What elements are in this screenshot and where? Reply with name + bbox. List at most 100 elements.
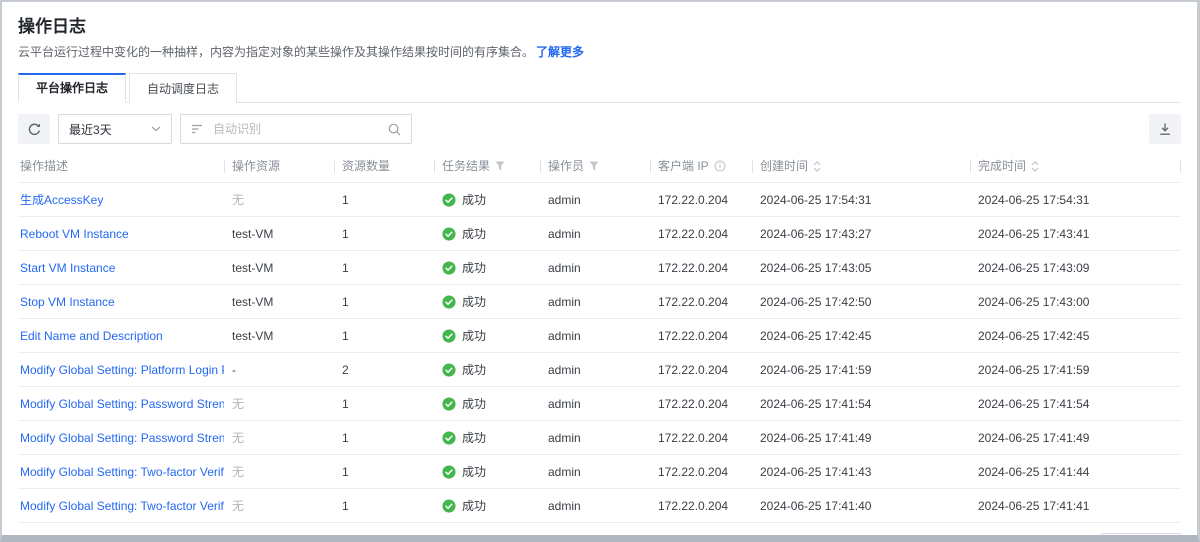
- learn-more-link[interactable]: 了解更多: [536, 45, 585, 59]
- task-result-cell: 成功: [434, 386, 540, 421]
- col-header-created-time: 创建时间: [752, 153, 970, 183]
- filter-funnel-icon[interactable]: [495, 161, 505, 171]
- operation-desc-cell: Modify Global Setting: Two-factor Verifi…: [18, 454, 224, 489]
- table-row: Modify Global Setting: Password Strength…: [18, 386, 1181, 421]
- client-ip-cell: 172.22.0.204: [650, 216, 752, 251]
- page-title: 操作日志: [18, 17, 86, 36]
- client-ip-cell: 172.22.0.204: [650, 454, 752, 489]
- operator-cell: admin: [540, 420, 650, 455]
- operation-log-table: 操作描述 操作资源 资源数量 任务结果 操作员 客户端 IP 创建时间 完成时间: [18, 153, 1181, 522]
- tab-platform-operation-log[interactable]: 平台操作日志: [18, 73, 127, 103]
- resource-count-cell: 1: [334, 488, 434, 522]
- finished-time-cell: 2024-06-25 17:43:09: [970, 250, 1181, 285]
- sort-carets-icon[interactable]: [1031, 160, 1039, 172]
- operation-desc-cell: Modify Global Setting: Platform Login Pa…: [18, 352, 224, 387]
- result-text: 成功: [462, 329, 487, 343]
- operation-log-page: 操作日志 云平台运行过程中变化的一种抽样，内容为指定对象的某些操作及其操作结果按…: [2, 2, 1197, 535]
- col-header-finished-time: 完成时间: [970, 153, 1181, 183]
- success-check-icon: [442, 363, 456, 377]
- result-text: 成功: [462, 397, 487, 411]
- success-check-icon: [442, 397, 456, 411]
- created-time-cell: 2024-06-25 17:42:50: [752, 284, 970, 319]
- operation-resource-cell: test-VM: [224, 284, 334, 319]
- table-footer: 第 1-10 项，共 18 项 ‹ 1 2 › 10 项/页: [18, 522, 1181, 535]
- result-text: 成功: [462, 499, 487, 513]
- operation-desc-link[interactable]: Reboot VM Instance: [20, 227, 129, 241]
- success-check-icon: [442, 295, 456, 309]
- operation-desc-cell: Stop VM Instance: [18, 284, 224, 319]
- col-header-task-result: 任务结果: [434, 153, 540, 183]
- info-circle-icon[interactable]: [714, 160, 726, 172]
- operation-desc-cell: Modify Global Setting: Two-factor Verifi…: [18, 488, 224, 522]
- client-ip-cell: 172.22.0.204: [650, 352, 752, 387]
- success-check-icon: [442, 227, 456, 241]
- client-ip-cell: 172.22.0.204: [650, 182, 752, 217]
- time-range-value: 最近3天: [69, 122, 112, 137]
- col-header-resource-count: 资源数量: [334, 153, 434, 183]
- operator-cell: admin: [540, 488, 650, 522]
- page-subtitle: 云平台运行过程中变化的一种抽样，内容为指定对象的某些操作及其操作结果按时间的有序…: [18, 44, 1181, 60]
- success-check-icon: [442, 193, 456, 207]
- table-row: Modify Global Setting: Two-factor Verifi…: [18, 454, 1181, 489]
- table-row: Modify Global Setting: Platform Login Pa…: [18, 352, 1181, 387]
- operation-desc-link[interactable]: Modify Global Setting: Platform Login Pa…: [20, 363, 224, 377]
- table-row: Reboot VM Instance test-VM 1 成功 admin 17…: [18, 216, 1181, 251]
- task-result-cell: 成功: [434, 318, 540, 353]
- operation-resource-cell: 无: [224, 386, 334, 421]
- refresh-icon: [27, 122, 42, 137]
- refresh-button[interactable]: [18, 114, 50, 144]
- finished-time-cell: 2024-06-25 17:43:41: [970, 216, 1181, 251]
- resource-count-cell: 1: [334, 216, 434, 251]
- created-time-cell: 2024-06-25 17:42:45: [752, 318, 970, 353]
- download-icon: [1158, 122, 1172, 136]
- resource-count-cell: 1: [334, 454, 434, 489]
- result-text: 成功: [462, 465, 487, 479]
- success-check-icon: [442, 329, 456, 343]
- pagination: ‹ 1 2 › 10 项/页: [1030, 533, 1181, 535]
- operation-desc-link[interactable]: 生成AccessKey: [20, 193, 104, 207]
- operation-resource-cell: test-VM: [224, 216, 334, 251]
- operation-desc-link[interactable]: Modify Global Setting: Two-factor Verifi…: [20, 465, 224, 479]
- col-header-operation-resource: 操作资源: [224, 153, 334, 183]
- operation-desc-link[interactable]: Modify Global Setting: Password Strength…: [20, 397, 224, 411]
- created-time-cell: 2024-06-25 17:41:54: [752, 386, 970, 421]
- operation-resource-cell: 无: [224, 454, 334, 489]
- tab-auto-schedule-log[interactable]: 自动调度日志: [129, 73, 238, 103]
- sort-carets-icon[interactable]: [813, 160, 821, 172]
- operation-desc-link[interactable]: Start VM Instance: [20, 261, 116, 275]
- operator-cell: admin: [540, 386, 650, 421]
- col-header-operator: 操作员: [540, 153, 650, 183]
- operation-desc-link[interactable]: Stop VM Instance: [20, 295, 115, 309]
- operation-desc-link[interactable]: Edit Name and Description: [20, 329, 163, 343]
- operation-desc-link[interactable]: Modify Global Setting: Password Strength…: [20, 431, 224, 445]
- page-size-select[interactable]: 10 项/页: [1100, 533, 1181, 535]
- operation-desc-link[interactable]: Modify Global Setting: Two-factor Verifi…: [20, 499, 224, 513]
- time-range-select[interactable]: 最近3天: [58, 114, 172, 144]
- search-icon[interactable]: [388, 123, 401, 136]
- task-result-cell: 成功: [434, 284, 540, 319]
- result-text: 成功: [462, 193, 487, 207]
- created-time-cell: 2024-06-25 17:41:59: [752, 352, 970, 387]
- success-check-icon: [442, 261, 456, 275]
- created-time-cell: 2024-06-25 17:43:27: [752, 216, 970, 251]
- search-box[interactable]: [180, 114, 412, 144]
- chevron-down-icon: [151, 126, 161, 132]
- download-button[interactable]: [1149, 114, 1181, 144]
- finished-time-cell: 2024-06-25 17:42:45: [970, 318, 1181, 353]
- search-input[interactable]: [211, 121, 380, 137]
- table-row: Stop VM Instance test-VM 1 成功 admin 172.…: [18, 284, 1181, 319]
- filter-funnel-icon[interactable]: [589, 161, 599, 171]
- created-time-cell: 2024-06-25 17:41:49: [752, 420, 970, 455]
- created-time-cell: 2024-06-25 17:41:40: [752, 488, 970, 522]
- resource-count-cell: 1: [334, 182, 434, 217]
- created-time-cell: 2024-06-25 17:54:31: [752, 182, 970, 217]
- resource-count-cell: 1: [334, 386, 434, 421]
- task-result-cell: 成功: [434, 250, 540, 285]
- result-text: 成功: [462, 295, 487, 309]
- operator-cell: admin: [540, 250, 650, 285]
- operation-desc-cell: Edit Name and Description: [18, 318, 224, 353]
- col-header-client-ip: 客户端 IP: [650, 153, 752, 183]
- table-row: Edit Name and Description test-VM 1 成功 a…: [18, 318, 1181, 353]
- created-time-cell: 2024-06-25 17:41:43: [752, 454, 970, 489]
- task-result-cell: 成功: [434, 352, 540, 387]
